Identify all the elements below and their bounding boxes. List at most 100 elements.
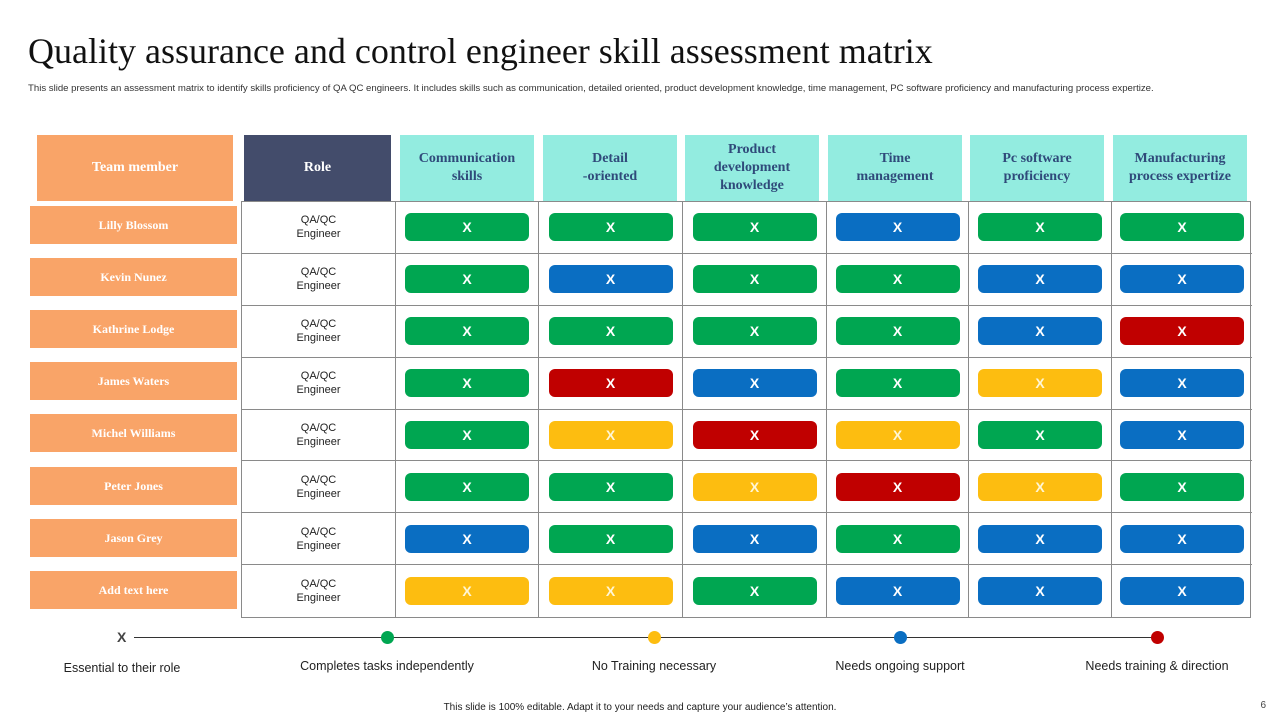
rating-cell: X	[683, 357, 827, 410]
rating-blue-marker: X	[978, 577, 1102, 606]
role-text: QA/QC Engineer	[296, 578, 341, 605]
rating-green-marker: X	[835, 265, 960, 294]
role-text: QA/QC Engineer	[296, 421, 341, 448]
rating-red-marker: X	[692, 420, 817, 449]
rating-cell: X	[683, 253, 827, 306]
rating-blue-marker: X	[835, 577, 960, 606]
rating-cell: X	[1112, 461, 1252, 514]
legend-essential-marker: X	[117, 629, 127, 645]
header-skill-1: Communication skills	[400, 135, 534, 201]
team-member-name: Kevin Nunez	[30, 258, 237, 296]
rating-yellow-marker: X	[692, 472, 817, 501]
rating-cell: X	[396, 565, 539, 617]
rating-cell: X	[396, 409, 539, 462]
rating-green-marker: X	[978, 420, 1102, 449]
rating-cell: X	[827, 513, 969, 566]
rating-cell: X	[683, 565, 827, 617]
role-cell: QA/QC Engineer	[242, 253, 396, 306]
team-member-name: Add text here	[30, 571, 237, 609]
rating-cell: X	[539, 461, 683, 514]
rating-cell: X	[1112, 410, 1252, 462]
role-cell: QA/QC Engineer	[242, 461, 396, 514]
header-skill-3: Product development knowledge	[685, 135, 819, 201]
assessment-matrix: QA/QC Engineer X X X X X X QA/QC Engineer X X X X X X…	[241, 201, 1252, 618]
rating-green-marker: X	[835, 369, 960, 398]
rating-cell: X	[1112, 202, 1252, 254]
role-text: QA/QC Engineer	[296, 214, 341, 241]
rating-cell: X	[827, 461, 969, 514]
rating-red-marker: X	[835, 472, 960, 501]
rating-cell: X	[396, 513, 539, 566]
header-team-member: Team member	[37, 135, 233, 201]
rating-blue-marker: X	[405, 524, 529, 553]
legend-label: Essential to their role	[63, 661, 181, 675]
rating-blue-marker: X	[1120, 265, 1244, 294]
rating-green-marker: X	[405, 265, 529, 294]
rating-blue-marker: X	[692, 524, 817, 553]
rating-green-marker: X	[1120, 213, 1244, 242]
rating-cell: X	[539, 253, 683, 306]
rating-cell: X	[827, 253, 969, 306]
rating-cell: X	[683, 305, 827, 358]
page-number: 6	[1260, 700, 1266, 711]
rating-green-marker: X	[405, 213, 529, 242]
role-cell: QA/QC Engineer	[242, 357, 396, 410]
rating-cell: X	[683, 513, 827, 566]
team-member-name: Jason Grey	[30, 519, 237, 557]
rating-cell: X	[396, 305, 539, 358]
role-text: QA/QC Engineer	[296, 370, 341, 397]
rating-green-marker: X	[548, 472, 673, 501]
rating-cell: X	[969, 461, 1112, 514]
rating-blue-marker: X	[1120, 524, 1244, 553]
rating-green-marker: X	[405, 420, 529, 449]
rating-blue-marker: X	[978, 317, 1102, 346]
rating-cell: X	[969, 357, 1112, 410]
legend-line	[134, 637, 1154, 638]
rating-cell: X	[1112, 565, 1252, 617]
rating-blue-marker: X	[835, 213, 960, 242]
rating-cell: X	[683, 202, 827, 254]
role-text: QA/QC Engineer	[296, 473, 341, 500]
rating-cell: X	[396, 461, 539, 514]
legend-label: Needs ongoing support	[835, 659, 965, 673]
team-member-name: James Waters	[30, 362, 237, 400]
role-text: QA/QC Engineer	[296, 266, 341, 293]
role-cell: QA/QC Engineer	[242, 513, 396, 566]
rating-cell: X	[827, 305, 969, 358]
rating-cell: X	[969, 253, 1112, 306]
legend-label: Completes tasks independently	[300, 659, 474, 673]
rating-green-marker: X	[835, 317, 960, 346]
rating-cell: X	[683, 461, 827, 514]
header-skill-5: Pc software proficiency	[970, 135, 1104, 201]
rating-red-marker: X	[548, 369, 673, 398]
rating-green-marker: X	[692, 577, 817, 606]
team-member-name: Peter Jones	[30, 467, 237, 505]
rating-cell: X	[1112, 306, 1252, 358]
rating-cell: X	[539, 565, 683, 617]
rating-green-marker: X	[548, 317, 673, 346]
rating-blue-marker: X	[1120, 577, 1244, 606]
legend-label: No Training necessary	[591, 659, 717, 673]
role-text: QA/QC Engineer	[296, 525, 341, 552]
rating-cell: X	[396, 253, 539, 306]
team-member-name: Lilly Blossom	[30, 206, 237, 244]
rating-yellow-marker: X	[548, 420, 673, 449]
header-skill-2: Detail -oriented	[543, 135, 677, 201]
role-text: QA/QC Engineer	[296, 318, 341, 345]
rating-cell: X	[827, 202, 969, 254]
rating-cell: X	[539, 305, 683, 358]
role-cell: QA/QC Engineer	[242, 305, 396, 358]
rating-cell: X	[683, 409, 827, 462]
team-member-name: Kathrine Lodge	[30, 310, 237, 348]
rating-red-marker: X	[1120, 317, 1244, 346]
rating-blue-marker: X	[548, 265, 673, 294]
role-cell: QA/QC Engineer	[242, 565, 396, 617]
rating-cell: X	[969, 202, 1112, 254]
rating-yellow-marker: X	[405, 577, 529, 606]
rating-cell: X	[969, 305, 1112, 358]
rating-green-marker: X	[835, 524, 960, 553]
rating-green-marker: X	[548, 213, 673, 242]
legend-dot-yellow	[648, 631, 661, 644]
slide-description: This slide presents an assessment matrix…	[28, 83, 1154, 94]
rating-green-marker: X	[548, 524, 673, 553]
